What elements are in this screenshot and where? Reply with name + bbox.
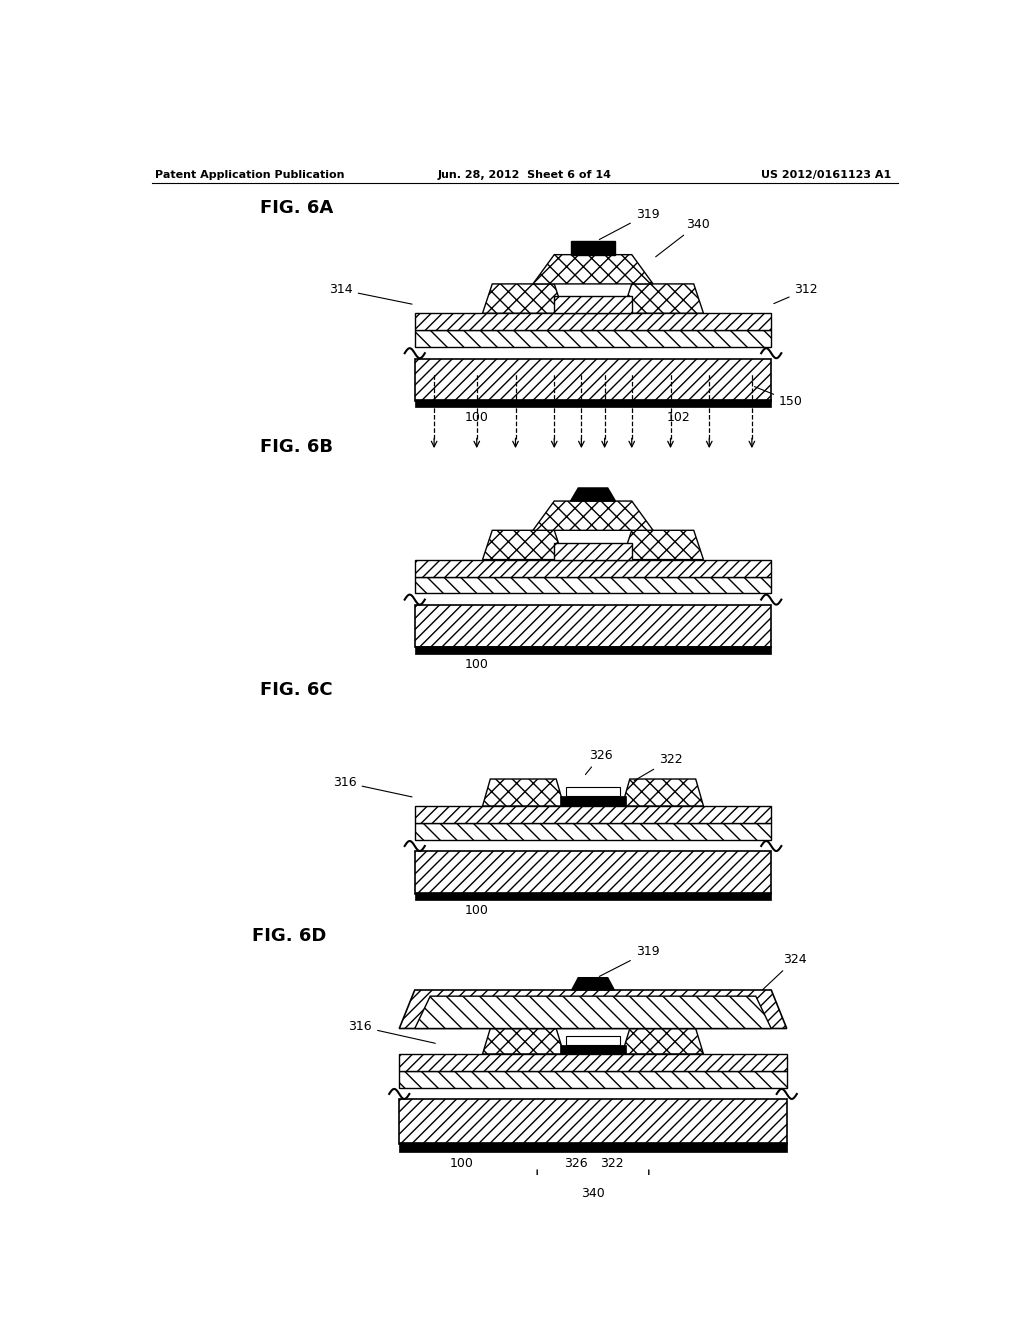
Bar: [415, 313, 771, 330]
Polygon shape: [415, 997, 771, 1028]
Text: Jun. 28, 2012  Sheet 6 of 14: Jun. 28, 2012 Sheet 6 of 14: [438, 170, 611, 180]
Text: 340: 340: [582, 1187, 605, 1200]
Bar: [571, 240, 614, 255]
Bar: [415, 892, 771, 900]
Bar: [399, 1143, 786, 1151]
Text: 102: 102: [667, 412, 690, 425]
Polygon shape: [571, 978, 614, 990]
Bar: [415, 577, 771, 594]
Polygon shape: [532, 502, 653, 531]
Text: FIG. 6A: FIG. 6A: [260, 199, 333, 218]
Text: 340: 340: [655, 218, 710, 257]
Text: 319: 319: [599, 945, 659, 977]
Bar: [415, 807, 771, 822]
Bar: [560, 1044, 626, 1053]
Text: 326: 326: [564, 1156, 588, 1170]
Bar: [566, 787, 621, 796]
Bar: [415, 330, 771, 347]
Bar: [415, 645, 771, 653]
Text: 314: 314: [329, 284, 412, 304]
Polygon shape: [622, 531, 703, 560]
Text: 316: 316: [348, 1020, 435, 1043]
Bar: [554, 296, 632, 313]
Text: 319: 319: [599, 207, 659, 239]
Bar: [415, 359, 771, 401]
Text: 150: 150: [755, 387, 803, 408]
Text: 100: 100: [465, 657, 488, 671]
Polygon shape: [482, 779, 564, 807]
Polygon shape: [622, 779, 703, 807]
Bar: [554, 543, 632, 560]
Text: 322: 322: [600, 1156, 625, 1170]
Text: 326: 326: [586, 748, 612, 775]
Bar: [399, 1053, 786, 1071]
Bar: [566, 1036, 621, 1044]
Bar: [415, 400, 771, 407]
Text: FIG. 6D: FIG. 6D: [252, 927, 327, 945]
Bar: [415, 822, 771, 840]
Bar: [415, 851, 771, 894]
Text: 100: 100: [450, 1156, 473, 1170]
Bar: [560, 796, 626, 807]
Bar: [399, 1071, 786, 1088]
Polygon shape: [622, 1028, 703, 1053]
Text: FIG. 6C: FIG. 6C: [260, 681, 333, 698]
Polygon shape: [482, 531, 564, 560]
Polygon shape: [482, 1028, 564, 1053]
Polygon shape: [532, 255, 653, 284]
Polygon shape: [399, 990, 786, 1028]
Text: 322: 322: [634, 752, 683, 780]
Polygon shape: [482, 284, 564, 313]
Text: 324: 324: [758, 953, 807, 994]
Bar: [415, 560, 771, 577]
Bar: [399, 1100, 786, 1144]
Text: US 2012/0161123 A1: US 2012/0161123 A1: [761, 170, 891, 180]
Text: 100: 100: [465, 904, 488, 917]
Polygon shape: [570, 488, 615, 502]
Text: 316: 316: [333, 776, 412, 797]
Bar: [415, 605, 771, 647]
Text: FIG. 6B: FIG. 6B: [260, 438, 333, 457]
Text: Patent Application Publication: Patent Application Publication: [155, 170, 345, 180]
Text: 312: 312: [774, 284, 818, 304]
Polygon shape: [622, 284, 703, 313]
Text: 100: 100: [465, 412, 488, 425]
